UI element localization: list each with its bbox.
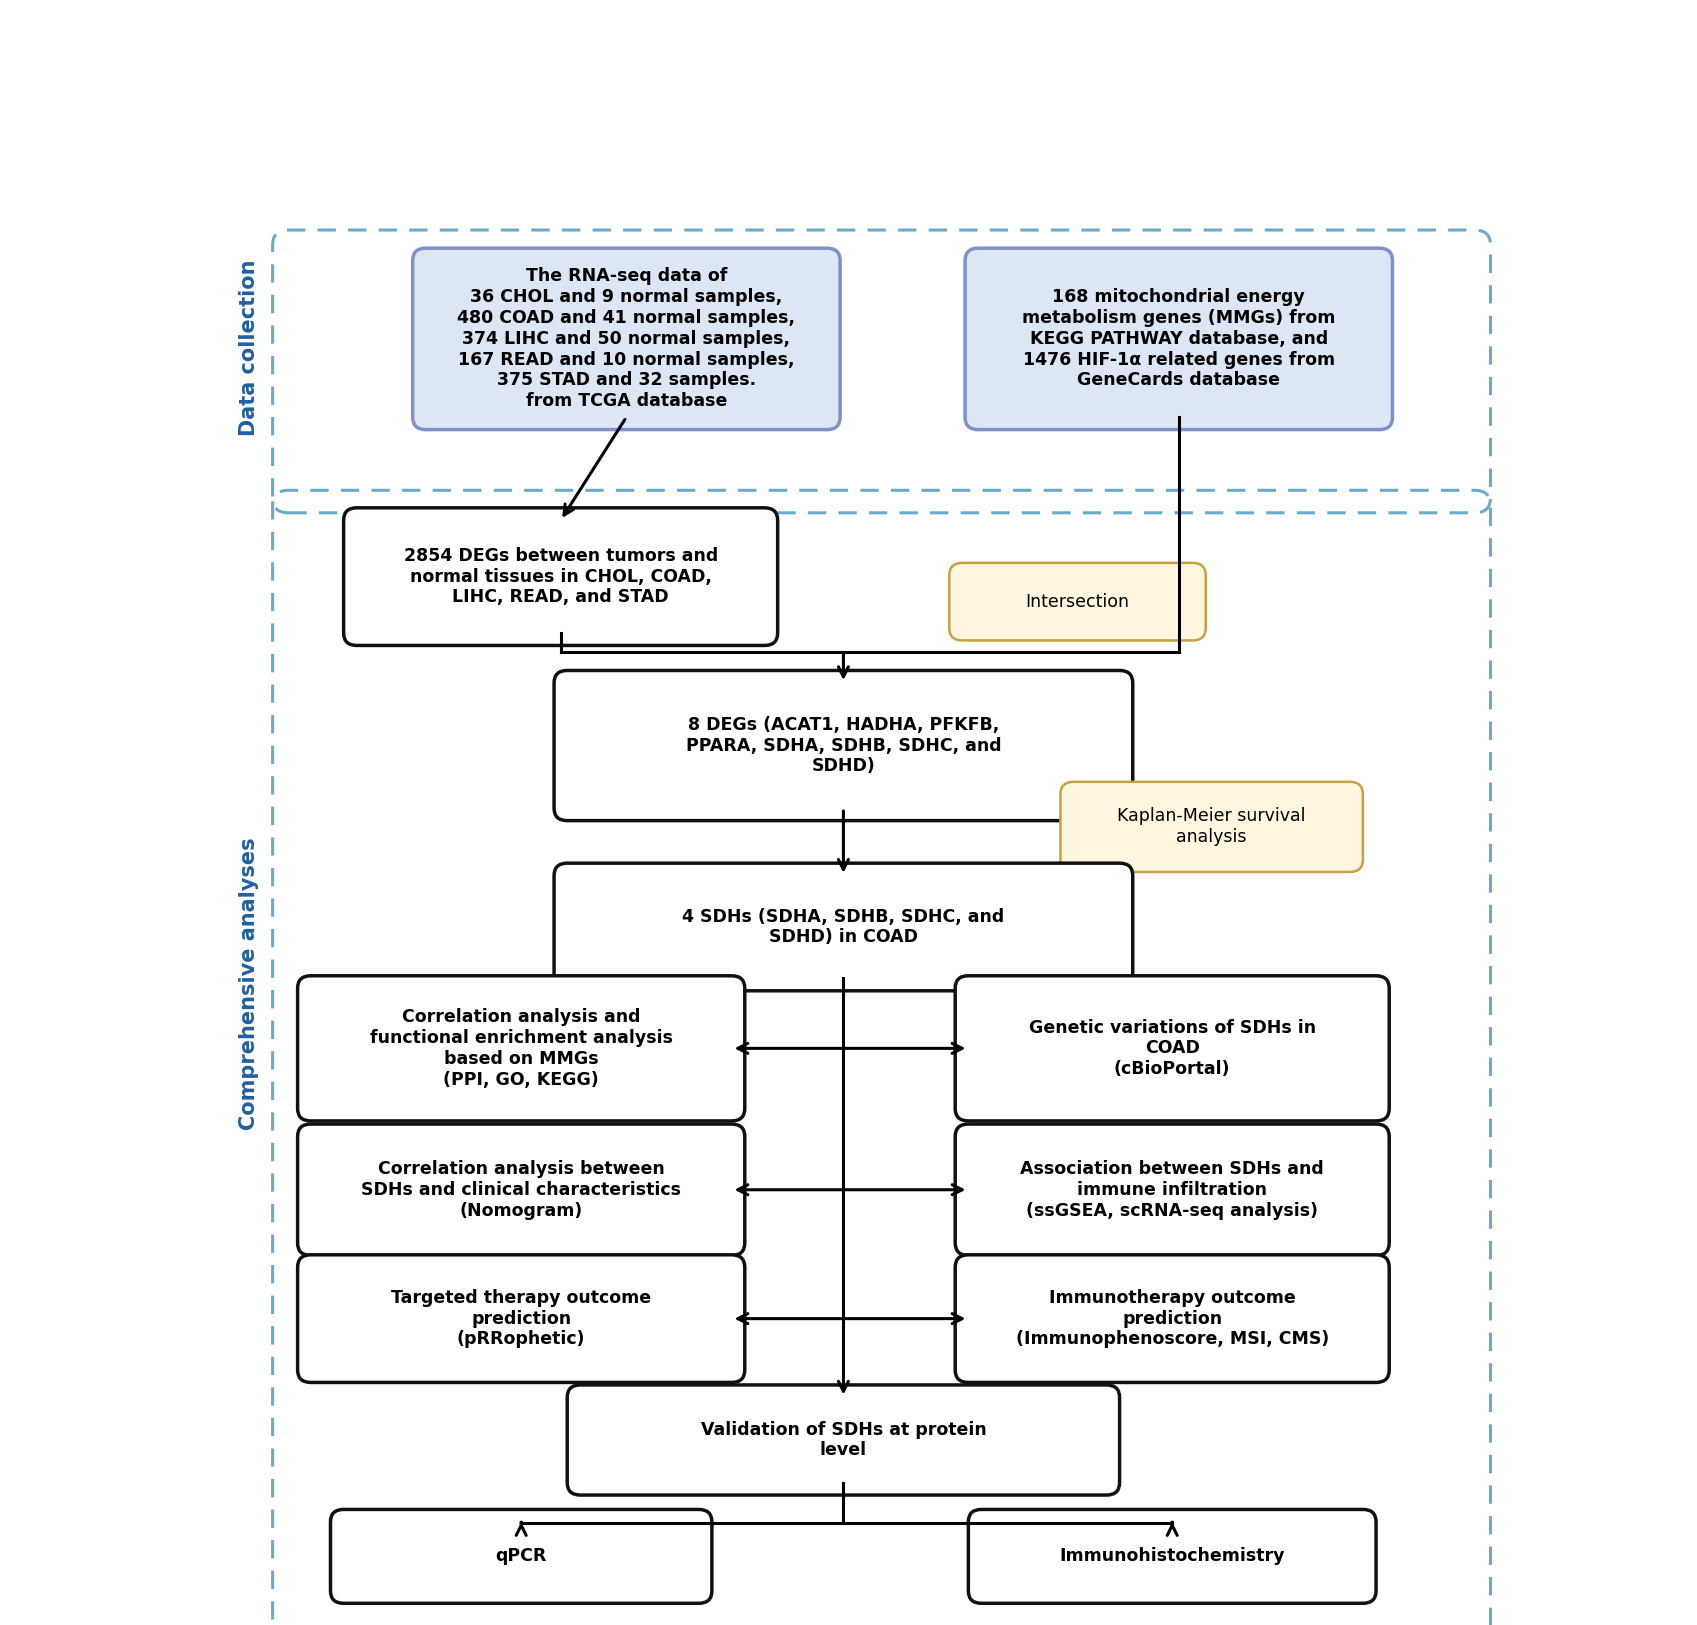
Text: 168 mitochondrial energy
metabolism genes (MMGs) from
KEGG PATHWAY database, and: 168 mitochondrial energy metabolism gene… — [1022, 288, 1336, 390]
FancyBboxPatch shape — [567, 1384, 1120, 1495]
Text: Data collection: Data collection — [239, 260, 260, 436]
FancyBboxPatch shape — [553, 863, 1134, 991]
Text: Genetic variations of SDHs in
COAD
(cBioPortal): Genetic variations of SDHs in COAD (cBio… — [1028, 1019, 1315, 1077]
Text: Targeted therapy outcome
prediction
(pRRophetic): Targeted therapy outcome prediction (pRR… — [390, 1289, 652, 1349]
Text: The RNA-seq data of
36 CHOL and 9 normal samples,
480 COAD and 41 normal samples: The RNA-seq data of 36 CHOL and 9 normal… — [458, 268, 796, 410]
FancyBboxPatch shape — [343, 509, 777, 645]
FancyBboxPatch shape — [955, 975, 1390, 1121]
Text: qPCR: qPCR — [496, 1547, 546, 1565]
FancyBboxPatch shape — [1061, 782, 1363, 873]
Text: Association between SDHs and
immune infiltration
(ssGSEA, scRNA-seq analysis): Association between SDHs and immune infi… — [1020, 1160, 1324, 1219]
Text: Comprehensive analyses: Comprehensive analyses — [239, 837, 260, 1129]
Text: Validation of SDHs at protein
level: Validation of SDHs at protein level — [701, 1420, 986, 1459]
FancyBboxPatch shape — [297, 1254, 745, 1383]
FancyBboxPatch shape — [955, 1124, 1390, 1256]
FancyBboxPatch shape — [412, 249, 840, 429]
Text: 8 DEGs (ACAT1, HADHA, PFKFB,
PPARA, SDHA, SDHB, SDHC, and
SDHD): 8 DEGs (ACAT1, HADHA, PFKFB, PPARA, SDHA… — [686, 715, 1001, 775]
FancyBboxPatch shape — [297, 975, 745, 1121]
FancyBboxPatch shape — [553, 671, 1134, 821]
Text: Correlation analysis and
functional enrichment analysis
based on MMGs
(PPI, GO, : Correlation analysis and functional enri… — [370, 1008, 672, 1089]
FancyBboxPatch shape — [297, 1124, 745, 1256]
FancyBboxPatch shape — [949, 562, 1207, 640]
Text: 2854 DEGs between tumors and
normal tissues in CHOL, COAD,
LIHC, READ, and STAD: 2854 DEGs between tumors and normal tiss… — [404, 548, 718, 606]
Text: Intersection: Intersection — [1025, 593, 1130, 611]
Text: 4 SDHs (SDHA, SDHB, SDHC, and
SDHD) in COAD: 4 SDHs (SDHA, SDHB, SDHC, and SDHD) in C… — [682, 908, 1005, 946]
FancyBboxPatch shape — [966, 249, 1393, 429]
Text: Kaplan-Meier survival
analysis: Kaplan-Meier survival analysis — [1117, 808, 1307, 847]
Text: Immunohistochemistry: Immunohistochemistry — [1059, 1547, 1285, 1565]
FancyBboxPatch shape — [955, 1254, 1390, 1383]
FancyBboxPatch shape — [331, 1510, 713, 1604]
Text: Correlation analysis between
SDHs and clinical characteristics
(Nomogram): Correlation analysis between SDHs and cl… — [361, 1160, 680, 1219]
FancyBboxPatch shape — [969, 1510, 1376, 1604]
Text: Immunotherapy outcome
prediction
(Immunophenoscore, MSI, CMS): Immunotherapy outcome prediction (Immuno… — [1015, 1289, 1329, 1349]
